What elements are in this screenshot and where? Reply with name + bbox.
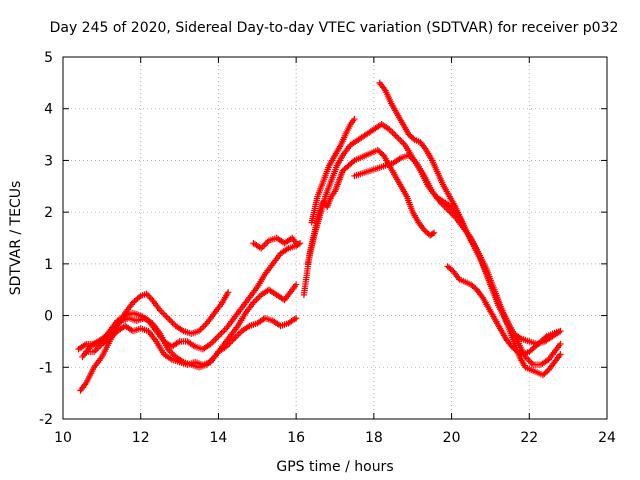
data-point xyxy=(525,356,532,364)
series-track-j xyxy=(376,79,564,379)
y-tick-label: 3 xyxy=(44,153,53,169)
data-point xyxy=(169,319,176,327)
data-point xyxy=(254,294,262,302)
data-point xyxy=(235,330,242,338)
data-point xyxy=(410,135,417,142)
data-point xyxy=(233,332,241,339)
data-point xyxy=(167,318,175,325)
chart-title: Day 245 of 2020, Sidereal Day-to-day VTE… xyxy=(50,20,619,36)
data-point xyxy=(262,240,270,247)
data-point xyxy=(557,351,564,358)
data-point xyxy=(215,333,222,340)
data-point xyxy=(526,358,534,365)
data-point xyxy=(395,135,402,142)
data-point xyxy=(224,289,232,296)
data-point xyxy=(512,347,520,354)
x-axis-label: GPS time / hours xyxy=(276,459,393,475)
data-point xyxy=(259,243,266,250)
y-tick-label: 0 xyxy=(44,309,53,325)
data-point xyxy=(161,311,169,319)
data-point xyxy=(219,328,227,335)
series-track-e xyxy=(250,234,300,252)
data-point xyxy=(216,331,224,338)
x-tick-label: 16 xyxy=(287,430,305,446)
x-tick-label: 20 xyxy=(443,430,461,446)
series-track-h xyxy=(308,115,358,226)
y-tick-label: 1 xyxy=(44,257,53,273)
data-point xyxy=(390,130,398,138)
data-point xyxy=(292,281,300,288)
x-tick-label: 18 xyxy=(365,430,383,446)
x-tick-label: 10 xyxy=(54,430,72,446)
data-point xyxy=(144,292,152,299)
data-point xyxy=(292,314,300,322)
series-track-d xyxy=(83,314,300,368)
data-point xyxy=(397,137,404,144)
data-point xyxy=(163,313,170,320)
data-point xyxy=(253,296,260,303)
data-point xyxy=(164,314,172,322)
series-track-i xyxy=(351,152,564,368)
y-tick-label: 5 xyxy=(44,50,53,66)
data-point xyxy=(557,340,564,348)
y-tick-label: 2 xyxy=(44,205,53,221)
x-tick-label: 22 xyxy=(520,430,538,446)
data-point xyxy=(92,347,99,354)
y-axis-label: SDTVAR / TECUs xyxy=(8,181,24,296)
data-point xyxy=(292,239,300,247)
data-point xyxy=(392,132,399,139)
data-point xyxy=(160,310,167,317)
x-tick-label: 24 xyxy=(598,430,616,446)
data-point xyxy=(351,115,358,123)
data-point xyxy=(393,133,401,141)
data-point xyxy=(212,336,219,343)
data-point xyxy=(198,324,206,332)
data-point xyxy=(429,230,436,237)
x-tick-label: 14 xyxy=(210,430,228,446)
y-tick-label: -1 xyxy=(39,360,53,376)
data-point xyxy=(210,337,217,345)
x-tick-label: 12 xyxy=(132,430,150,446)
data-point xyxy=(349,158,357,165)
data-point xyxy=(251,297,259,305)
data-point xyxy=(557,327,564,335)
plot-frame xyxy=(62,56,608,420)
data-point xyxy=(200,323,207,330)
data-point xyxy=(158,308,165,316)
data-point xyxy=(166,316,173,323)
data-point xyxy=(221,326,228,334)
data-point xyxy=(213,334,221,342)
data-point xyxy=(398,138,406,146)
data-point xyxy=(202,321,209,329)
data-point xyxy=(389,129,396,136)
y-tick-label: 4 xyxy=(44,102,53,118)
data-point xyxy=(430,229,438,237)
y-tick-label: -2 xyxy=(39,412,53,428)
series-track-a xyxy=(77,289,232,394)
series-track-k xyxy=(444,263,564,358)
data-point xyxy=(218,329,225,337)
data-series xyxy=(75,79,564,394)
data-point xyxy=(542,334,549,341)
